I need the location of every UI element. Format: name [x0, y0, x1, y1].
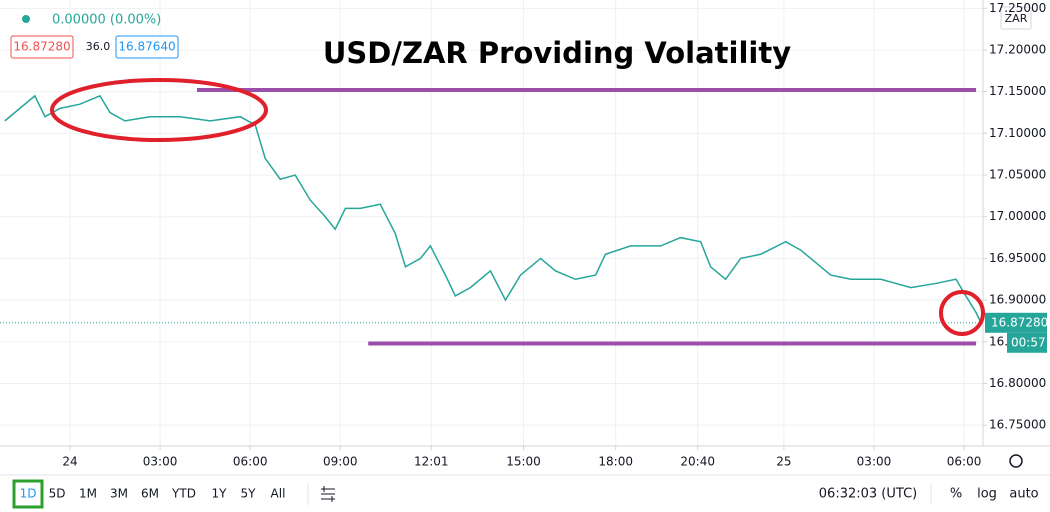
x-tick-label: 12:01 — [414, 455, 449, 469]
ask-box — [115, 35, 179, 59]
timeframe-button[interactable]: All — [271, 487, 286, 501]
timeframe-button[interactable]: 5D — [49, 487, 66, 501]
x-tick-label: 20:40 — [680, 455, 715, 469]
y-tick-label: 17.00000 — [989, 209, 1046, 223]
timeframe-button[interactable]: 1Y — [212, 487, 228, 501]
chart-title: USD/ZAR Providing Volatility — [323, 36, 791, 70]
y-tick-label: 17.05000 — [989, 168, 1046, 182]
x-tick-label: 09:00 — [323, 455, 358, 469]
compare-icon[interactable] — [321, 486, 335, 502]
countdown: 00:57 — [1011, 335, 1046, 349]
status-dot — [22, 15, 30, 23]
percent-toggle[interactable]: % — [950, 487, 962, 502]
y-tick-label: 17.20000 — [989, 43, 1046, 57]
y-tick-label: 16.90000 — [989, 293, 1046, 307]
y-tick-label: 16.80000 — [989, 376, 1046, 390]
timeframe-button[interactable]: 3M — [110, 487, 128, 501]
timeframe-button[interactable]: 1D — [20, 487, 37, 501]
timeframe-button[interactable]: 5Y — [241, 487, 257, 501]
y-tick-label: 17.10000 — [989, 126, 1046, 140]
y-tick-label: 16.75000 — [989, 418, 1046, 432]
x-tick-label: 24 — [62, 455, 77, 469]
x-tick-label: 03:00 — [143, 455, 178, 469]
countdown-box — [1007, 332, 1047, 353]
bid-box — [10, 35, 74, 59]
highlight-ellipse — [50, 78, 268, 142]
price-unit: ZAR — [1005, 12, 1028, 25]
x-tick-label: 15:00 — [506, 455, 541, 469]
auto-toggle[interactable]: auto — [1009, 487, 1038, 502]
y-tick-label: 16.95000 — [989, 251, 1046, 265]
timeframe-button[interactable]: 6M — [141, 487, 159, 501]
spread: 36.0 — [86, 40, 111, 53]
timeframe-button[interactable]: 1M — [79, 487, 97, 501]
ask: 16.87640 — [118, 40, 175, 54]
unit-box — [1000, 6, 1032, 30]
x-tick-label: 03:00 — [857, 455, 892, 469]
x-tick-label: 06:00 — [947, 455, 982, 469]
toolbar: 1D 5D 1M 3M 6M YTD 1Y 5Y All — [12, 479, 286, 509]
change: 0.00000 (0.00%) — [52, 13, 161, 28]
clock: 06:32:03 (UTC) — [819, 487, 917, 502]
log-toggle[interactable]: log — [977, 487, 997, 502]
x-tick-label: 18:00 — [598, 455, 633, 469]
y-tick-label: 17.25000 — [989, 1, 1046, 15]
settings-icon[interactable] — [1009, 454, 1023, 468]
grid — [0, 0, 983, 446]
y-tick-label: 17.15000 — [989, 84, 1046, 98]
x-tick-label: 06:00 — [233, 455, 268, 469]
last-price-label: 16.87280 — [991, 315, 1048, 329]
highlight-circle — [939, 290, 985, 336]
price-line — [4, 94, 982, 323]
timeframe-button[interactable]: YTD — [171, 487, 196, 501]
bid: 16.87280 — [13, 40, 70, 54]
active-timeframe-box — [12, 479, 44, 509]
plot — [0, 88, 983, 346]
x-tick-label: 25 — [776, 455, 791, 469]
last-price-box — [985, 312, 1047, 333]
